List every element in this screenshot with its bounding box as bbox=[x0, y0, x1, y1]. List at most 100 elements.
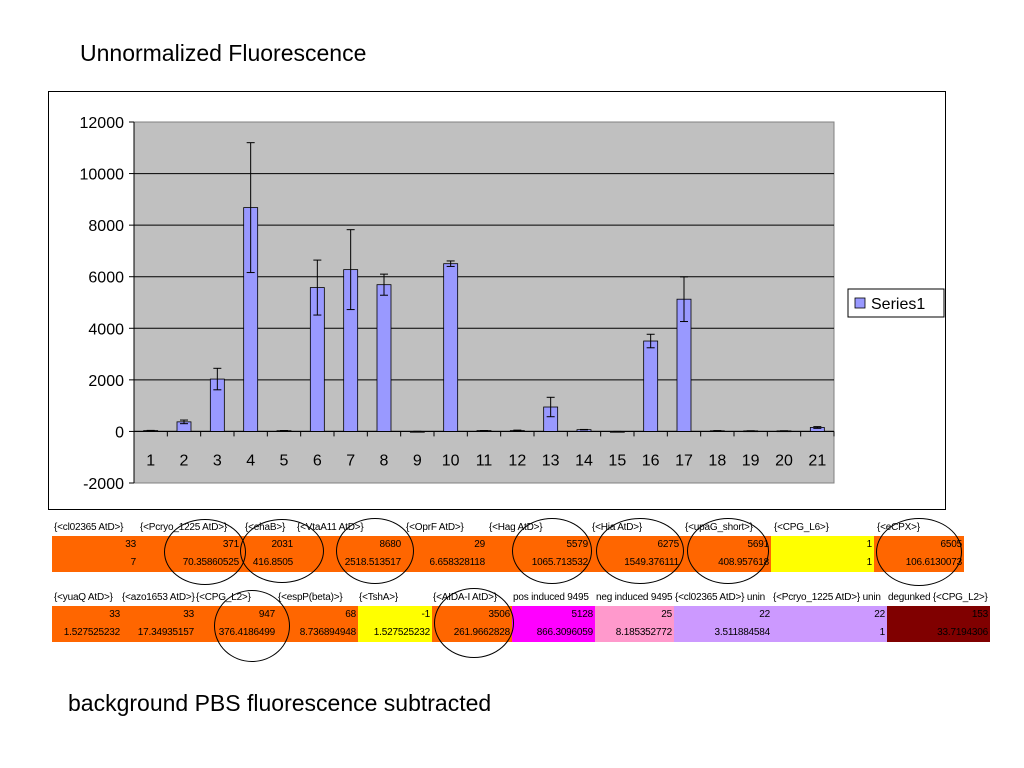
highlight-circle bbox=[336, 518, 414, 584]
footer-note: background PBS fluorescence subtracted bbox=[68, 690, 492, 716]
cell-error: 8.185352772 bbox=[615, 627, 672, 638]
cell-value: 153 bbox=[971, 609, 988, 620]
y-tick-label: 4000 bbox=[88, 321, 124, 338]
table-cell: 68 8.736894948 bbox=[277, 606, 358, 642]
legend-label: Series1 bbox=[871, 296, 925, 313]
table-values-row: 33 1.527525232 33 17.34935157 947 376.41864… bbox=[52, 606, 990, 642]
bar bbox=[443, 263, 459, 432]
x-tick-label: 5 bbox=[280, 452, 289, 469]
cell-value: 29 bbox=[474, 539, 485, 550]
cell-value: 22 bbox=[759, 609, 770, 620]
cell-value: 33 bbox=[109, 609, 120, 620]
table-header: {<cl02365 AtD>} bbox=[54, 522, 124, 533]
x-tick-label: 12 bbox=[508, 452, 526, 469]
cell-error: 1 bbox=[879, 627, 886, 638]
x-tick-label: 13 bbox=[542, 452, 560, 469]
y-tick-label: 10000 bbox=[80, 167, 125, 184]
table-header: {<espP(beta)>} bbox=[278, 592, 343, 603]
x-tick-label: 11 bbox=[476, 452, 493, 469]
legend-swatch bbox=[854, 297, 866, 309]
x-tick-label: 6 bbox=[313, 452, 322, 469]
table-header: {<CPG_L2>} bbox=[196, 592, 251, 603]
x-tick-label: 4 bbox=[246, 452, 255, 469]
highlight-circle bbox=[596, 518, 684, 584]
bar bbox=[376, 284, 392, 432]
data-table-row-2: {<yuaQ AtD>} {<azo1653 AtD>} {<CPG_L2>} … bbox=[52, 592, 990, 642]
cell-error: 866.3096059 bbox=[536, 627, 593, 638]
highlight-circle bbox=[240, 519, 324, 583]
table-header: pos induced 9495 bbox=[513, 592, 589, 603]
highlight-circle bbox=[687, 518, 769, 584]
cell-error: 7 bbox=[130, 557, 137, 568]
highlight-circle bbox=[512, 518, 592, 584]
highlight-circle bbox=[164, 519, 246, 585]
table-header: {<yuaQ AtD>} bbox=[54, 592, 113, 603]
table-header: {<Hag AtD>} bbox=[489, 522, 543, 533]
x-tick-label: 19 bbox=[742, 452, 760, 469]
plot-area bbox=[133, 121, 835, 484]
table-cell: 22 1 bbox=[772, 606, 887, 642]
bar bbox=[643, 340, 659, 432]
y-tick-label: 12000 bbox=[80, 115, 125, 132]
cell-value: 33 bbox=[183, 609, 194, 620]
y-tick-label: -2000 bbox=[83, 476, 124, 493]
table-header: {<TshA>} bbox=[359, 592, 398, 603]
table-header-row: {<yuaQ AtD>} {<azo1653 AtD>} {<CPG_L2>} … bbox=[52, 592, 990, 606]
x-tick-label: 18 bbox=[708, 452, 726, 469]
x-tick-label: 1 bbox=[146, 452, 155, 469]
x-tick-label: 21 bbox=[808, 452, 826, 469]
highlight-circle bbox=[434, 588, 514, 658]
table-header: degunked {<CPG_L2>} bbox=[888, 592, 988, 603]
y-tick-label: 2000 bbox=[88, 373, 124, 390]
cell-error: 6.658328118 bbox=[429, 557, 486, 568]
table-header: neg induced 9495 bbox=[596, 592, 673, 603]
table-header: {<OprF AtD>} bbox=[406, 522, 464, 533]
y-tick-label: 6000 bbox=[88, 270, 124, 287]
table-cell: 22 3.511884584 bbox=[674, 606, 772, 642]
cell-value: 1 bbox=[866, 539, 873, 550]
table-cell: 33 1.527525232 bbox=[52, 606, 122, 642]
table-cell: 29 6.658328118 bbox=[403, 536, 487, 572]
cell-error: 3.511884584 bbox=[714, 627, 771, 638]
cell-value: 68 bbox=[345, 609, 356, 620]
table-header: {<CPG_L6>} bbox=[774, 522, 829, 533]
table-header: {<azo1653 AtD>} bbox=[122, 592, 195, 603]
highlight-circle bbox=[876, 518, 962, 586]
table-header: {<cl02365 AtD>} unin bbox=[675, 592, 765, 603]
cell-value: 33 bbox=[125, 539, 136, 550]
x-tick-label: 14 bbox=[575, 452, 593, 469]
table-header: {<VtaA11 AtD>} bbox=[297, 522, 364, 533]
y-tick-label: 8000 bbox=[88, 218, 124, 235]
cell-error: 1.527525232 bbox=[63, 627, 120, 638]
cell-error: 8.736894948 bbox=[299, 627, 356, 638]
table-cell: 153 33.7194306 bbox=[887, 606, 990, 642]
table-cell: 33 17.34935157 bbox=[122, 606, 196, 642]
y-tick-label: 0 bbox=[115, 424, 124, 441]
x-tick-label: 10 bbox=[442, 452, 460, 469]
fluorescence-bar-chart: -2000 0 2000 4000 6000 8000 10000 12000 1 2 3 4 5 6 7 8… bbox=[80, 115, 945, 493]
cell-error: 1 bbox=[866, 557, 873, 568]
cell-error: 17.34935157 bbox=[137, 627, 194, 638]
x-tick-label: 15 bbox=[608, 452, 626, 469]
cell-error: 33.7194306 bbox=[937, 627, 988, 638]
slide-title: Unnormalized Fluorescence bbox=[80, 40, 367, 66]
cell-error: 1.527525232 bbox=[373, 627, 430, 638]
highlight-circle bbox=[214, 590, 290, 662]
cell-value: 5128 bbox=[571, 609, 594, 620]
x-tick-label: 20 bbox=[775, 452, 793, 469]
x-tick-label: 16 bbox=[642, 452, 660, 469]
chart-frame: -2000 0 2000 4000 6000 8000 10000 12000 1 2 3 4 5 6 7 8… bbox=[48, 91, 946, 510]
x-tick-label: 9 bbox=[413, 452, 422, 469]
x-tick-label: 8 bbox=[380, 452, 389, 469]
table-header: {<Pcryo_1225 AtD>} unin bbox=[773, 592, 881, 603]
x-tick-label: 3 bbox=[213, 452, 222, 469]
table-cell: -1 1.527525232 bbox=[358, 606, 432, 642]
table-cell: 33 7 bbox=[52, 536, 138, 572]
cell-value: -1 bbox=[421, 609, 431, 620]
table-cell: 5128 866.3096059 bbox=[512, 606, 595, 642]
x-tick-label: 7 bbox=[346, 452, 355, 469]
table-cell: 25 8.185352772 bbox=[595, 606, 674, 642]
cell-value: 22 bbox=[874, 609, 885, 620]
cell-value: 25 bbox=[661, 609, 672, 620]
